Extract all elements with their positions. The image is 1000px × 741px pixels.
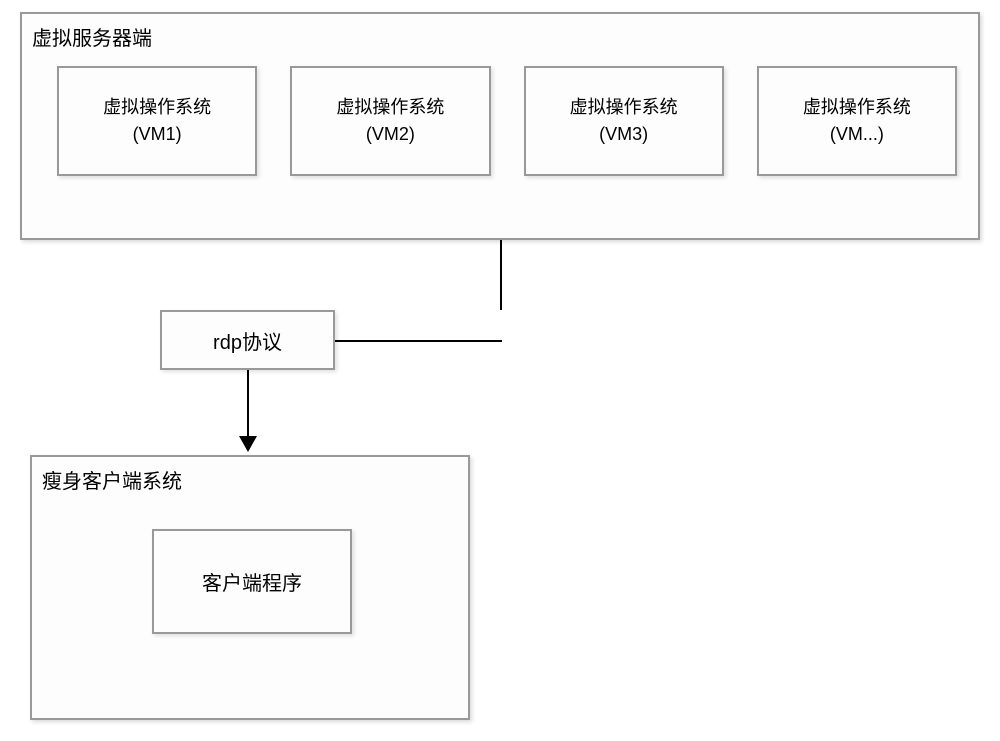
vm-id: (VM3) (599, 121, 648, 148)
rdp-protocol-box: rdp协议 (160, 310, 335, 370)
vm-box-4: 虚拟操作系统 (VM...) (757, 66, 957, 176)
vm-id: (VM1) (133, 121, 182, 148)
vm-label: 虚拟操作系统 (103, 94, 211, 121)
vm-label: 虚拟操作系统 (570, 94, 678, 121)
arrowhead-icon (239, 436, 257, 452)
vm-box-3: 虚拟操作系统 (VM3) (524, 66, 724, 176)
vm-id: (VM2) (366, 121, 415, 148)
client-program-box: 客户端程序 (152, 529, 352, 634)
connector-horiz (335, 340, 502, 342)
vm-id: (VM...) (830, 121, 884, 148)
thin-client-container: 瘦身客户端系统 客户端程序 (30, 455, 470, 720)
connector-server-to-horiz (500, 240, 502, 310)
vm-label: 虚拟操作系统 (336, 94, 444, 121)
virtual-server-title: 虚拟服务器端 (32, 22, 152, 51)
rdp-label: rdp协议 (213, 326, 282, 355)
vm-box-2: 虚拟操作系统 (VM2) (290, 66, 490, 176)
vm-row: 虚拟操作系统 (VM1) 虚拟操作系统 (VM2) 虚拟操作系统 (VM3) 虚… (57, 66, 957, 176)
client-program-label: 客户端程序 (202, 567, 302, 596)
virtual-server-container: 虚拟服务器端 虚拟操作系统 (VM1) 虚拟操作系统 (VM2) 虚拟操作系统 … (20, 12, 980, 240)
thin-client-title: 瘦身客户端系统 (42, 465, 182, 494)
connector-rdp-to-client (247, 370, 249, 438)
vm-label: 虚拟操作系统 (803, 94, 911, 121)
vm-box-1: 虚拟操作系统 (VM1) (57, 66, 257, 176)
